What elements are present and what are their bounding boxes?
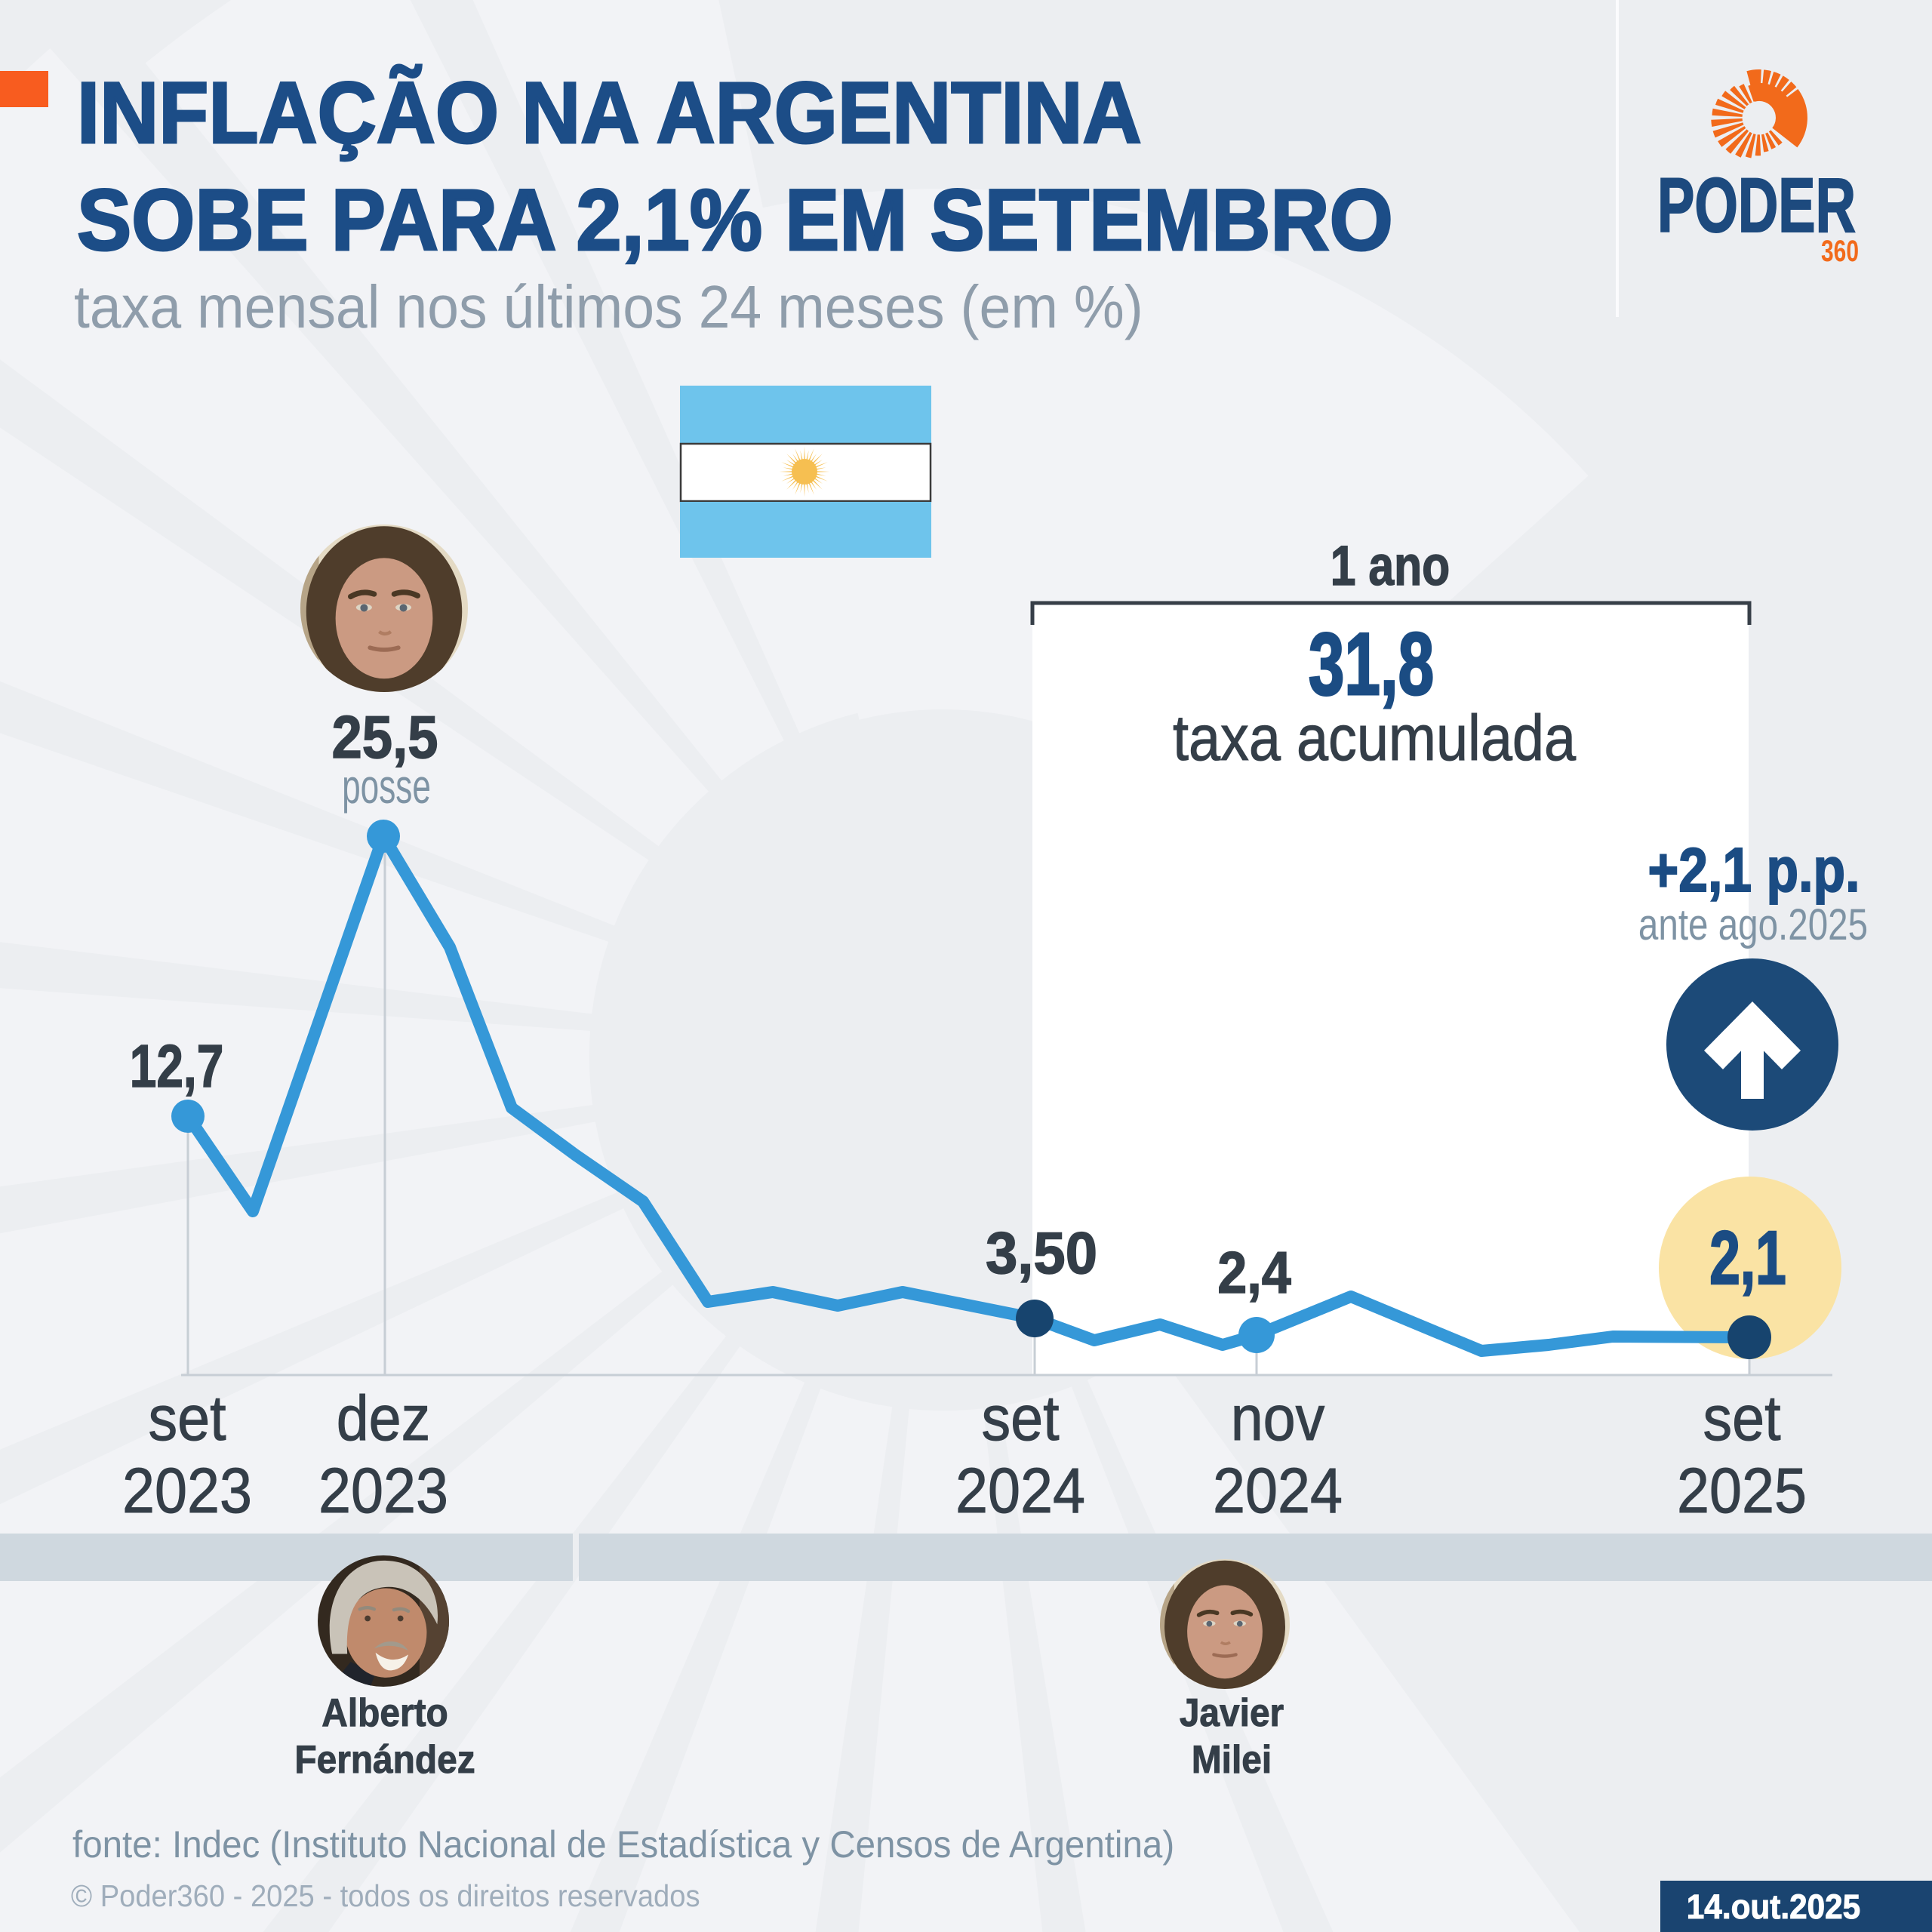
svg-text:360: 360 [1821,235,1859,268]
svg-text:PODER: PODER [1657,162,1856,248]
